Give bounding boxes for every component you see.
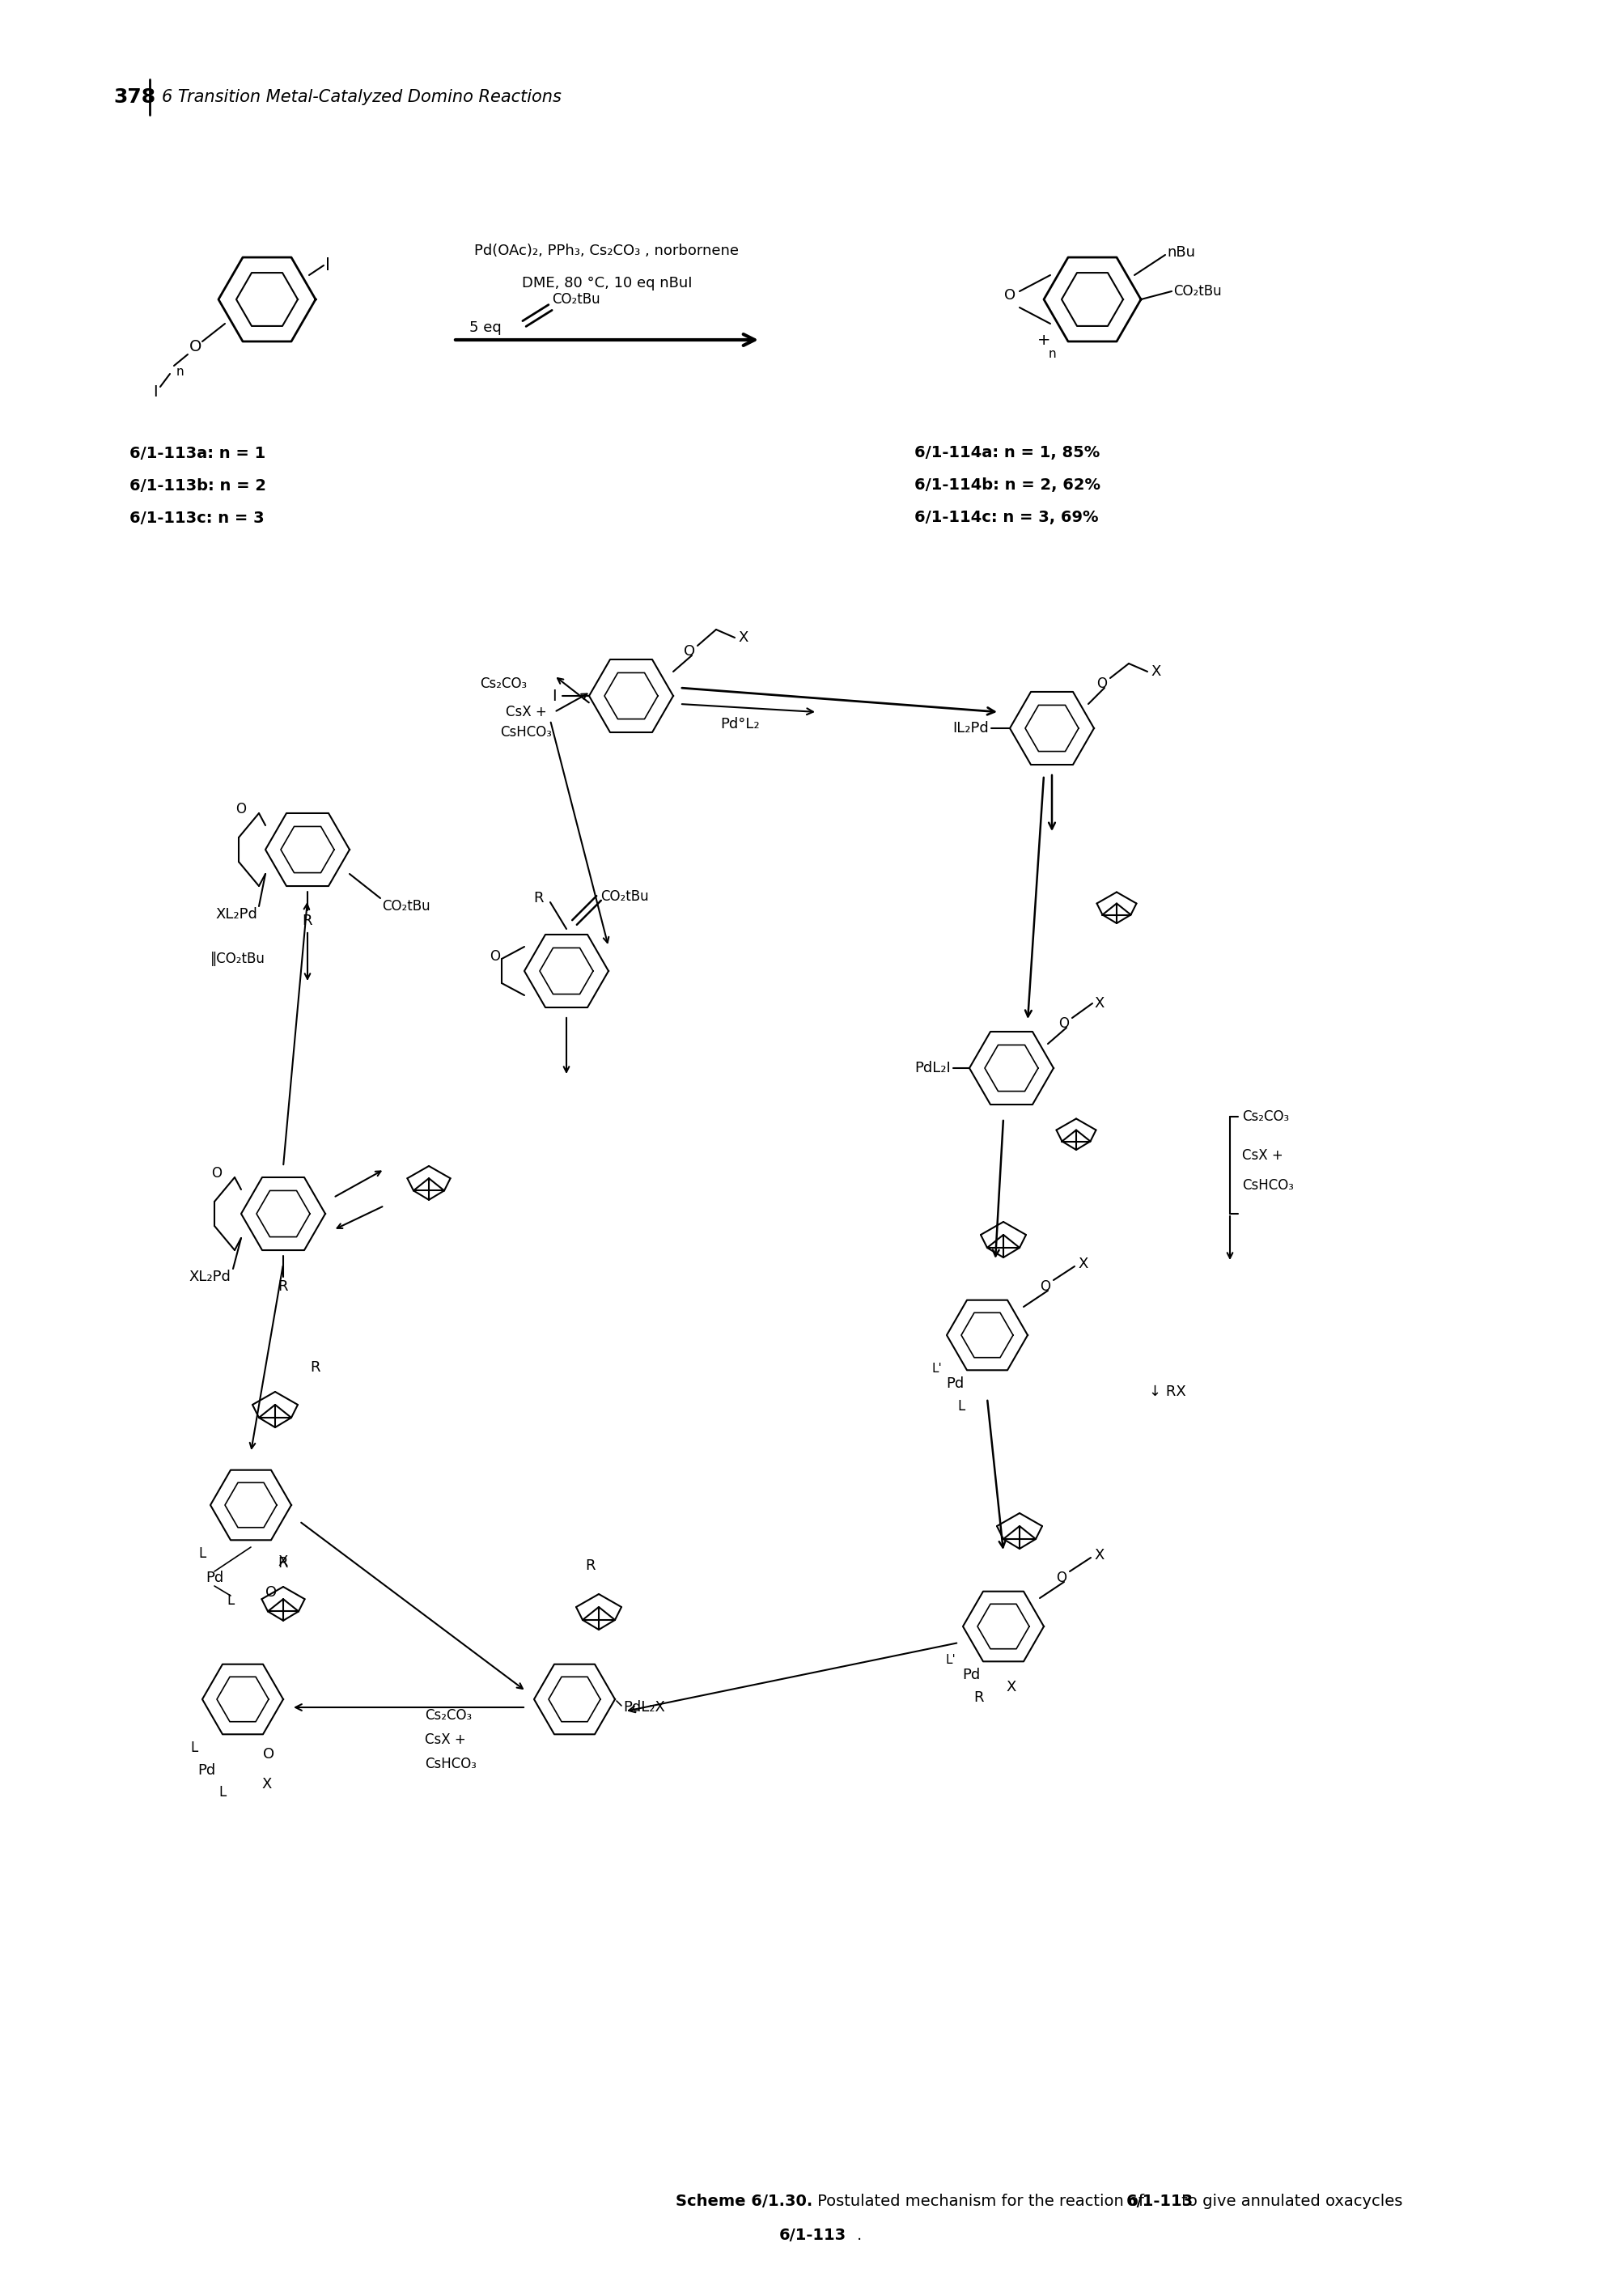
Text: +: + [1036, 333, 1051, 346]
Text: X: X [1093, 996, 1103, 1012]
Text: 6/1-113a: n = 1: 6/1-113a: n = 1 [130, 445, 265, 461]
Text: O: O [211, 1165, 222, 1181]
Text: X: X [261, 1778, 271, 1792]
Text: DME, 80 °C, 10 eq nBuI: DME, 80 °C, 10 eq nBuI [521, 275, 692, 291]
Text: 6 Transition Metal-Catalyzed Domino Reactions: 6 Transition Metal-Catalyzed Domino Reac… [162, 89, 562, 106]
Text: O: O [1059, 1016, 1069, 1030]
Text: 6/1-114c: n = 3, 69%: 6/1-114c: n = 3, 69% [914, 509, 1098, 525]
Text: R: R [973, 1691, 984, 1704]
Text: 6/1-113: 6/1-113 [778, 2227, 846, 2244]
Text: Pd(OAc)₂, PPh₃, Cs₂CO₃ , norbornene: Pd(OAc)₂, PPh₃, Cs₂CO₃ , norbornene [474, 243, 739, 259]
Text: I: I [153, 385, 158, 399]
Text: 6/1-114b: n = 2, 62%: 6/1-114b: n = 2, 62% [914, 477, 1099, 493]
Text: Pd°L₂: Pd°L₂ [721, 718, 760, 732]
Text: L': L' [945, 1654, 955, 1665]
Text: Pd: Pd [205, 1571, 224, 1585]
Text: Cs₂CO₃: Cs₂CO₃ [424, 1709, 471, 1723]
Text: CO₂tBu: CO₂tBu [1173, 284, 1221, 298]
Text: CsX +: CsX + [505, 704, 546, 720]
Text: R: R [302, 913, 312, 929]
Text: IL₂Pd: IL₂Pd [952, 720, 989, 736]
Text: X: X [1093, 1548, 1103, 1562]
Text: Cs₂CO₃: Cs₂CO₃ [479, 677, 526, 690]
Text: CO₂tBu: CO₂tBu [382, 899, 430, 913]
Text: Scheme 6/1.30.: Scheme 6/1.30. [676, 2193, 812, 2209]
Text: PdL₂X: PdL₂X [622, 1700, 664, 1714]
Text: n: n [1047, 349, 1056, 360]
Text: 6/1-113: 6/1-113 [1125, 2193, 1194, 2209]
Text: Pd: Pd [945, 1376, 963, 1390]
Text: I: I [325, 257, 330, 273]
Text: O: O [190, 340, 201, 353]
Text: X: X [1005, 1679, 1017, 1695]
Text: X: X [737, 631, 747, 645]
Text: O: O [263, 1748, 274, 1762]
Text: L: L [227, 1594, 234, 1608]
Text: O: O [1056, 1571, 1067, 1585]
Text: R: R [278, 1555, 287, 1571]
Text: 6/1-113c: n = 3: 6/1-113c: n = 3 [130, 509, 265, 525]
Text: O: O [265, 1585, 276, 1599]
Text: R: R [585, 1558, 596, 1574]
Text: Pd: Pd [961, 1668, 979, 1682]
Text: CsHCO₃: CsHCO₃ [500, 725, 552, 739]
Text: R: R [533, 890, 544, 906]
Text: L: L [957, 1399, 965, 1413]
Text: X: X [1150, 665, 1160, 679]
Text: R: R [310, 1360, 320, 1374]
Text: O: O [1004, 289, 1015, 303]
Text: X: X [278, 1555, 287, 1569]
Text: L: L [219, 1785, 226, 1798]
Text: Pd: Pd [197, 1764, 216, 1778]
Text: L': L' [932, 1363, 942, 1374]
Text: nBu: nBu [1166, 245, 1195, 259]
Text: 6/1-113b: n = 2: 6/1-113b: n = 2 [130, 477, 266, 493]
Text: L: L [190, 1741, 198, 1755]
Text: to give annulated oxacycles: to give annulated oxacycles [1176, 2193, 1402, 2209]
Text: XL₂Pd: XL₂Pd [216, 906, 257, 922]
Text: ‖CO₂tBu: ‖CO₂tBu [209, 952, 265, 966]
Text: O: O [1096, 677, 1108, 690]
Text: XL₂Pd: XL₂Pd [188, 1269, 231, 1285]
Text: CsHCO₃: CsHCO₃ [424, 1757, 476, 1771]
Text: Cs₂CO₃: Cs₂CO₃ [1241, 1110, 1288, 1124]
Text: PdL₂I: PdL₂I [914, 1060, 950, 1076]
Text: CO₂tBu: CO₂tBu [552, 291, 599, 307]
Text: O: O [684, 645, 695, 658]
Text: O: O [1039, 1280, 1051, 1294]
Text: CsX +: CsX + [1241, 1149, 1283, 1163]
Text: I: I [552, 688, 557, 704]
Text: n: n [177, 365, 184, 379]
Text: CO₂tBu: CO₂tBu [601, 890, 648, 904]
Text: O: O [489, 950, 500, 963]
Text: X: X [1077, 1257, 1088, 1271]
Text: L: L [198, 1546, 206, 1560]
Text: 6/1-114a: n = 1, 85%: 6/1-114a: n = 1, 85% [914, 445, 1099, 461]
Text: CsHCO₃: CsHCO₃ [1241, 1179, 1293, 1193]
Text: R: R [278, 1280, 287, 1294]
Text: 5 eq: 5 eq [469, 321, 502, 335]
Text: .: . [856, 2227, 862, 2244]
Text: Postulated mechanism for the reaction of: Postulated mechanism for the reaction of [812, 2193, 1148, 2209]
Text: ↓ RX: ↓ RX [1148, 1386, 1186, 1399]
Text: CsX +: CsX + [424, 1732, 466, 1748]
Text: 378: 378 [114, 87, 156, 108]
Text: O: O [235, 803, 247, 817]
